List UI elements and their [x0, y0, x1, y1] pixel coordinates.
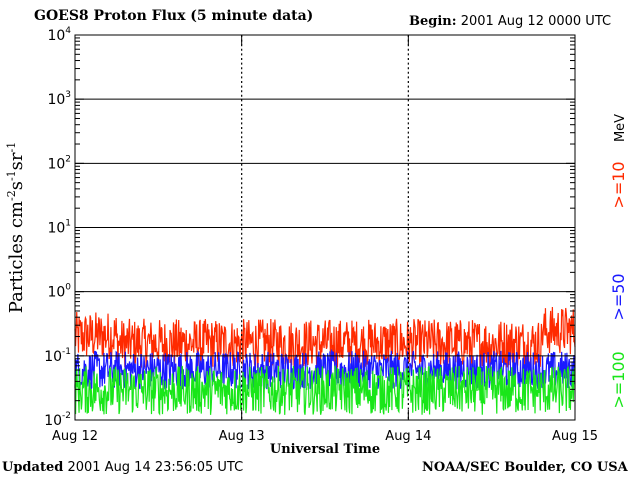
y-axis-label: Particles cm-2s-1sr-1	[5, 142, 27, 313]
y-tick-label: 102	[47, 154, 71, 172]
axis-layer	[74, 34, 576, 421]
x-tick-label: Aug 12	[52, 429, 98, 444]
label-layer: 10-2 10-1 100 101 102 103 104 Aug 12 Aug 13 Aug 1…	[5, 26, 628, 457]
series-line	[74, 365, 576, 416]
x-tick-label: Aug 15	[552, 429, 598, 444]
x-axis-label: Universal Time	[270, 442, 380, 457]
legend-unit: MeV	[613, 114, 628, 142]
legend-entry: >=10	[609, 161, 628, 208]
chart-title: GOES8 Proton Flux (5 minute data)	[34, 8, 314, 24]
x-tick-label: Aug 13	[219, 429, 265, 444]
y-tick-label: 101	[47, 219, 71, 237]
legend-entry: >=100	[609, 351, 628, 408]
begin-label: Begin:	[409, 14, 457, 29]
begin-time: Begin: 2001 Aug 12 0000 UTC	[409, 14, 611, 29]
legend-entry: >=50	[609, 273, 628, 320]
y-tick-label: 104	[47, 26, 71, 44]
x-tick-label: Aug 14	[385, 429, 431, 444]
y-tick-label: 100	[47, 283, 71, 301]
y-tick-label: 10-2	[44, 411, 71, 429]
credit-text: NOAA/SEC Boulder, CO USA	[422, 460, 628, 475]
series-layer	[74, 306, 576, 416]
updated-timestamp: Updated 2001 Aug 14 23:56:05 UTC	[2, 460, 243, 475]
updated-value: 2001 Aug 14 23:56:05 UTC	[67, 460, 244, 475]
y-tick-label: 10-1	[44, 347, 71, 365]
begin-value: 2001 Aug 12 0000 UTC	[460, 14, 612, 29]
updated-label: Updated	[2, 460, 64, 475]
y-tick-label: 103	[47, 90, 71, 108]
